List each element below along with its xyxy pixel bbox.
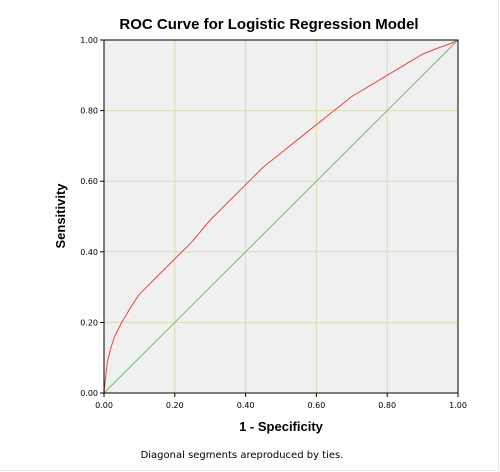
y-tick-label: 0.00 [80,389,98,398]
x-tick-label: 0.80 [378,401,396,410]
y-tick-label: 0.80 [80,107,98,116]
x-tick-label: 0.00 [95,401,113,410]
x-tick-label: 0.60 [307,401,325,410]
chart-title: ROC Curve for Logistic Regression Model [119,16,418,33]
x-tick-label: 1.00 [449,401,467,410]
plot-border [103,39,459,394]
y-tick-label: 1.00 [80,36,98,45]
x-axis-ticks: 0.00 0.20 0.40 0.60 0.80 1.00 [95,393,467,410]
y-axis-ticks: 0.00 0.20 0.40 0.60 0.80 1.00 [80,36,104,398]
series-layer [103,39,459,394]
y-tick-label: 0.60 [80,177,98,186]
reference-diagonal-line [103,39,459,394]
y-tick-label: 0.20 [80,318,98,327]
roc-curve-line [103,39,459,394]
x-tick-label: 0.20 [166,401,184,410]
x-axis-label: 1 - Specificity [239,419,324,434]
y-tick-label: 0.40 [80,248,98,257]
x-tick-label: 0.40 [237,401,255,410]
grid-lines [104,40,458,393]
footnote: Diagonal segments areproduced by ties. [141,450,344,461]
y-axis-label: Sensitivity [53,183,68,249]
